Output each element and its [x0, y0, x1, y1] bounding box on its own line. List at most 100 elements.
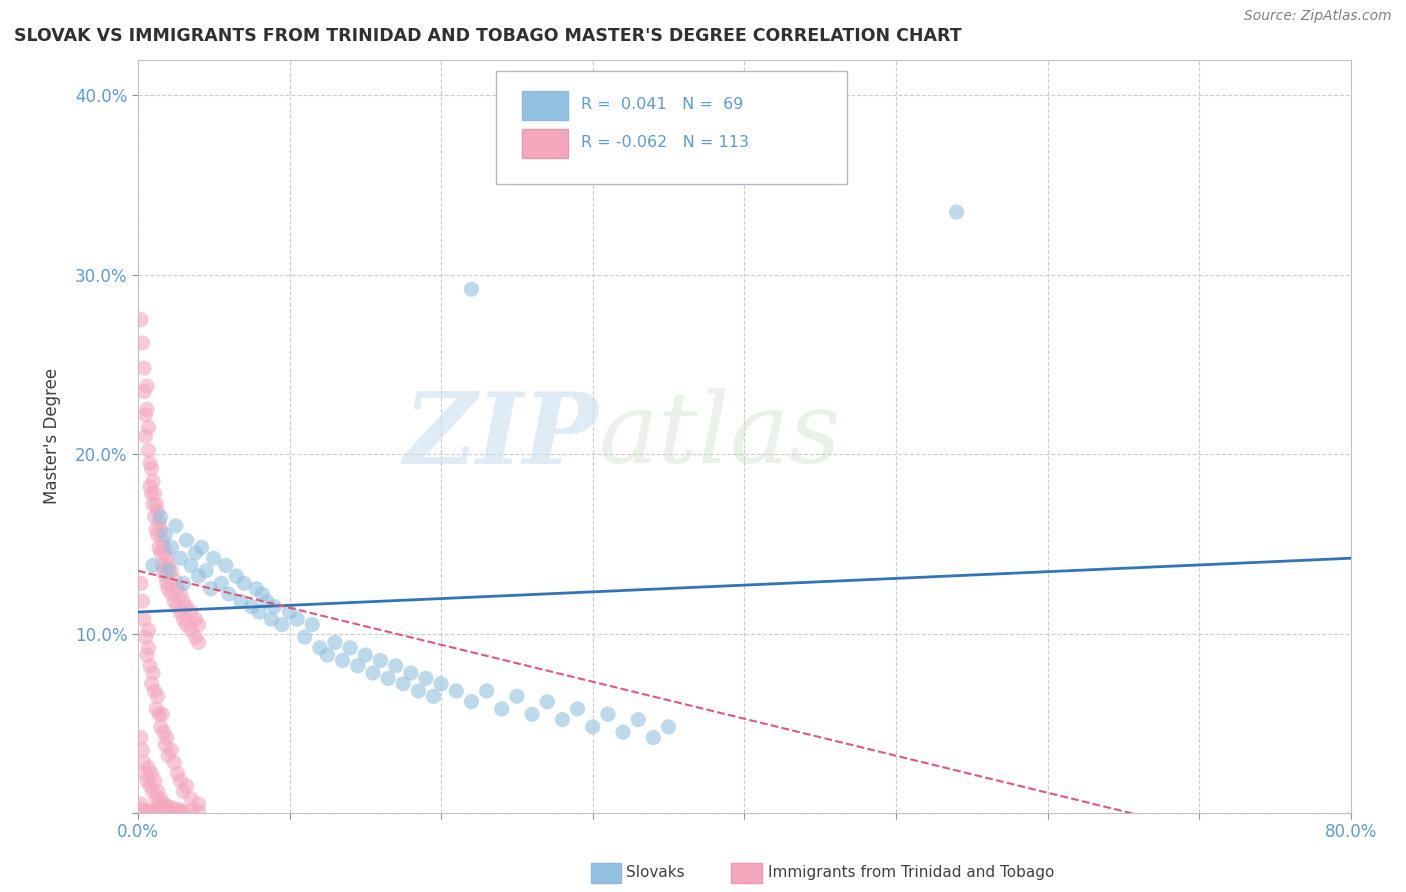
Point: [285, 612, 308, 626]
Point: [146, 784, 169, 798]
Point: [567, 702, 589, 716]
Point: [252, 587, 274, 601]
Point: [582, 720, 605, 734]
Point: [172, 576, 194, 591]
Point: [370, 653, 392, 667]
Text: SLOVAK VS IMMIGRANTS FROM TRINIDAD AND TOBAGO MASTER'S DEGREE CORRELATION CHART: SLOVAK VS IMMIGRANTS FROM TRINIDAD AND T…: [14, 27, 962, 45]
Point: [157, 802, 180, 816]
Point: [145, 791, 167, 805]
Point: [152, 725, 174, 739]
Point: [129, 576, 152, 591]
Point: [169, 551, 191, 566]
Point: [422, 690, 444, 704]
Point: [491, 702, 513, 716]
Point: [163, 756, 186, 770]
Point: [157, 582, 180, 596]
Point: [176, 533, 198, 548]
Point: [169, 605, 191, 619]
Point: [460, 282, 482, 296]
Point: [294, 630, 316, 644]
Point: [460, 695, 482, 709]
Point: [131, 743, 153, 757]
Point: [134, 766, 156, 780]
Point: [263, 599, 285, 614]
Point: [169, 804, 191, 818]
Point: [339, 640, 361, 655]
Point: [145, 702, 167, 716]
Point: [148, 707, 170, 722]
Point: [346, 658, 368, 673]
Point: [131, 594, 153, 608]
Point: [148, 797, 170, 811]
Point: [157, 564, 180, 578]
FancyBboxPatch shape: [523, 91, 568, 120]
Text: Immigrants from Trinidad and Tobago: Immigrants from Trinidad and Tobago: [768, 865, 1054, 880]
Point: [202, 551, 225, 566]
Point: [139, 658, 162, 673]
Text: R =  0.041   N =  69: R = 0.041 N = 69: [581, 97, 742, 112]
Point: [132, 361, 155, 376]
Point: [142, 558, 165, 573]
Point: [657, 720, 679, 734]
Point: [142, 784, 165, 798]
Point: [136, 402, 159, 417]
Point: [187, 569, 209, 583]
Point: [134, 429, 156, 443]
Point: [332, 653, 354, 667]
Point: [148, 516, 170, 530]
Point: [169, 587, 191, 601]
Point: [136, 773, 159, 788]
Point: [229, 594, 252, 608]
Point: [136, 379, 159, 393]
Point: [155, 569, 177, 583]
Point: [260, 612, 283, 626]
Point: [180, 558, 202, 573]
Point: [150, 707, 173, 722]
Y-axis label: Master's Degree: Master's Degree: [44, 368, 60, 504]
Point: [184, 630, 207, 644]
Point: [152, 541, 174, 555]
Point: [132, 756, 155, 770]
Point: [129, 797, 152, 811]
Point: [157, 558, 180, 573]
Point: [156, 576, 179, 591]
Point: [323, 635, 346, 649]
Point: [180, 605, 202, 619]
Point: [146, 505, 169, 519]
Point: [141, 486, 163, 500]
Point: [138, 640, 160, 655]
Text: R = -0.062   N = 113: R = -0.062 N = 113: [581, 135, 748, 150]
Point: [184, 612, 207, 626]
Point: [240, 599, 263, 614]
Point: [143, 510, 166, 524]
Point: [278, 605, 301, 619]
Point: [160, 564, 183, 578]
Point: [180, 804, 202, 818]
Point: [138, 623, 160, 637]
Text: Source: ZipAtlas.com: Source: ZipAtlas.com: [1244, 9, 1392, 23]
Point: [180, 623, 202, 637]
Point: [132, 384, 155, 399]
Point: [163, 594, 186, 608]
Point: [141, 766, 163, 780]
Point: [139, 456, 162, 470]
Point: [361, 665, 384, 680]
Point: [156, 731, 179, 745]
Point: [446, 684, 468, 698]
Point: [384, 658, 406, 673]
Point: [143, 486, 166, 500]
Point: [143, 773, 166, 788]
Point: [160, 800, 183, 814]
Point: [215, 558, 238, 573]
Point: [138, 443, 160, 458]
Point: [155, 546, 177, 560]
Point: [131, 802, 153, 816]
Point: [165, 519, 187, 533]
Point: [150, 800, 173, 814]
Point: [149, 720, 172, 734]
Point: [149, 791, 172, 805]
Point: [308, 640, 330, 655]
Point: [408, 684, 430, 698]
Point: [160, 587, 183, 601]
Point: [163, 573, 186, 587]
